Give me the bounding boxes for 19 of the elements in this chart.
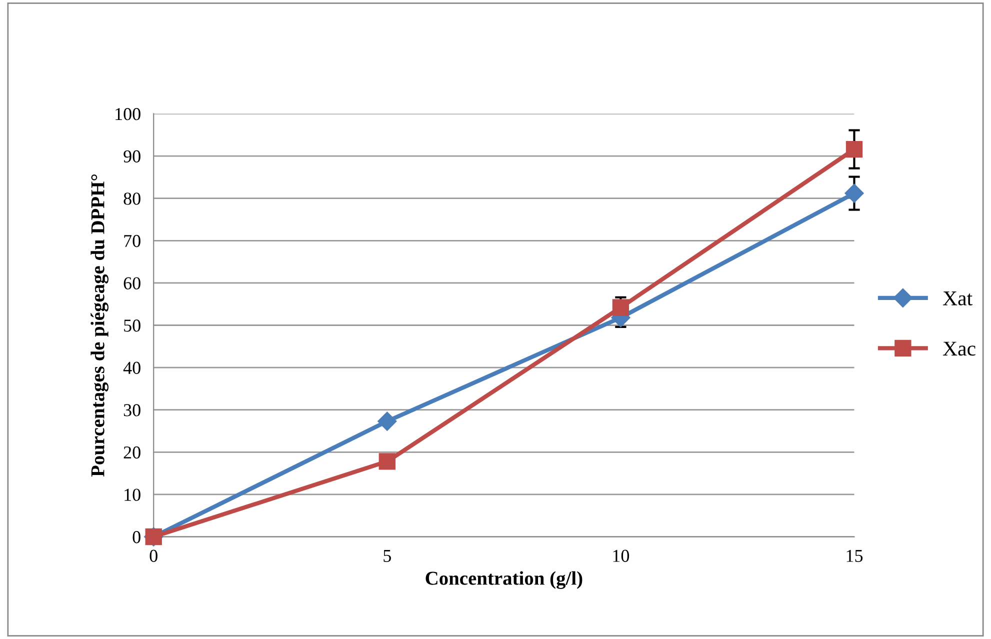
y-tick-label: 50 [124, 320, 140, 332]
y-tick-label: 70 [124, 234, 140, 248]
y-tick-label: 10 [124, 488, 140, 501]
x-tick-label: 5 [384, 550, 391, 562]
legend-label: Xac [942, 342, 976, 356]
x-axis-title: Concentration (g/l) [426, 571, 582, 589]
y-tick-label: 40 [123, 362, 140, 374]
y-tick-label: 100 [116, 108, 140, 120]
y-tick-label: 80 [124, 192, 140, 205]
y-tick-label: 0 [132, 531, 140, 544]
y-tick-label: 20 [124, 446, 140, 459]
legend-label: Xat [942, 292, 972, 306]
x-tick-label: 10 [613, 550, 630, 562]
x-tick-label: 0 [150, 550, 158, 562]
y-axis-title: Pourcentages de piégeage du DPPH° [90, 174, 108, 477]
x-tick-label: 15 [846, 550, 863, 562]
y-tick-label: 30 [124, 404, 140, 416]
y-tick-label: 90 [124, 150, 140, 162]
y-tick-label: 60 [124, 277, 140, 290]
